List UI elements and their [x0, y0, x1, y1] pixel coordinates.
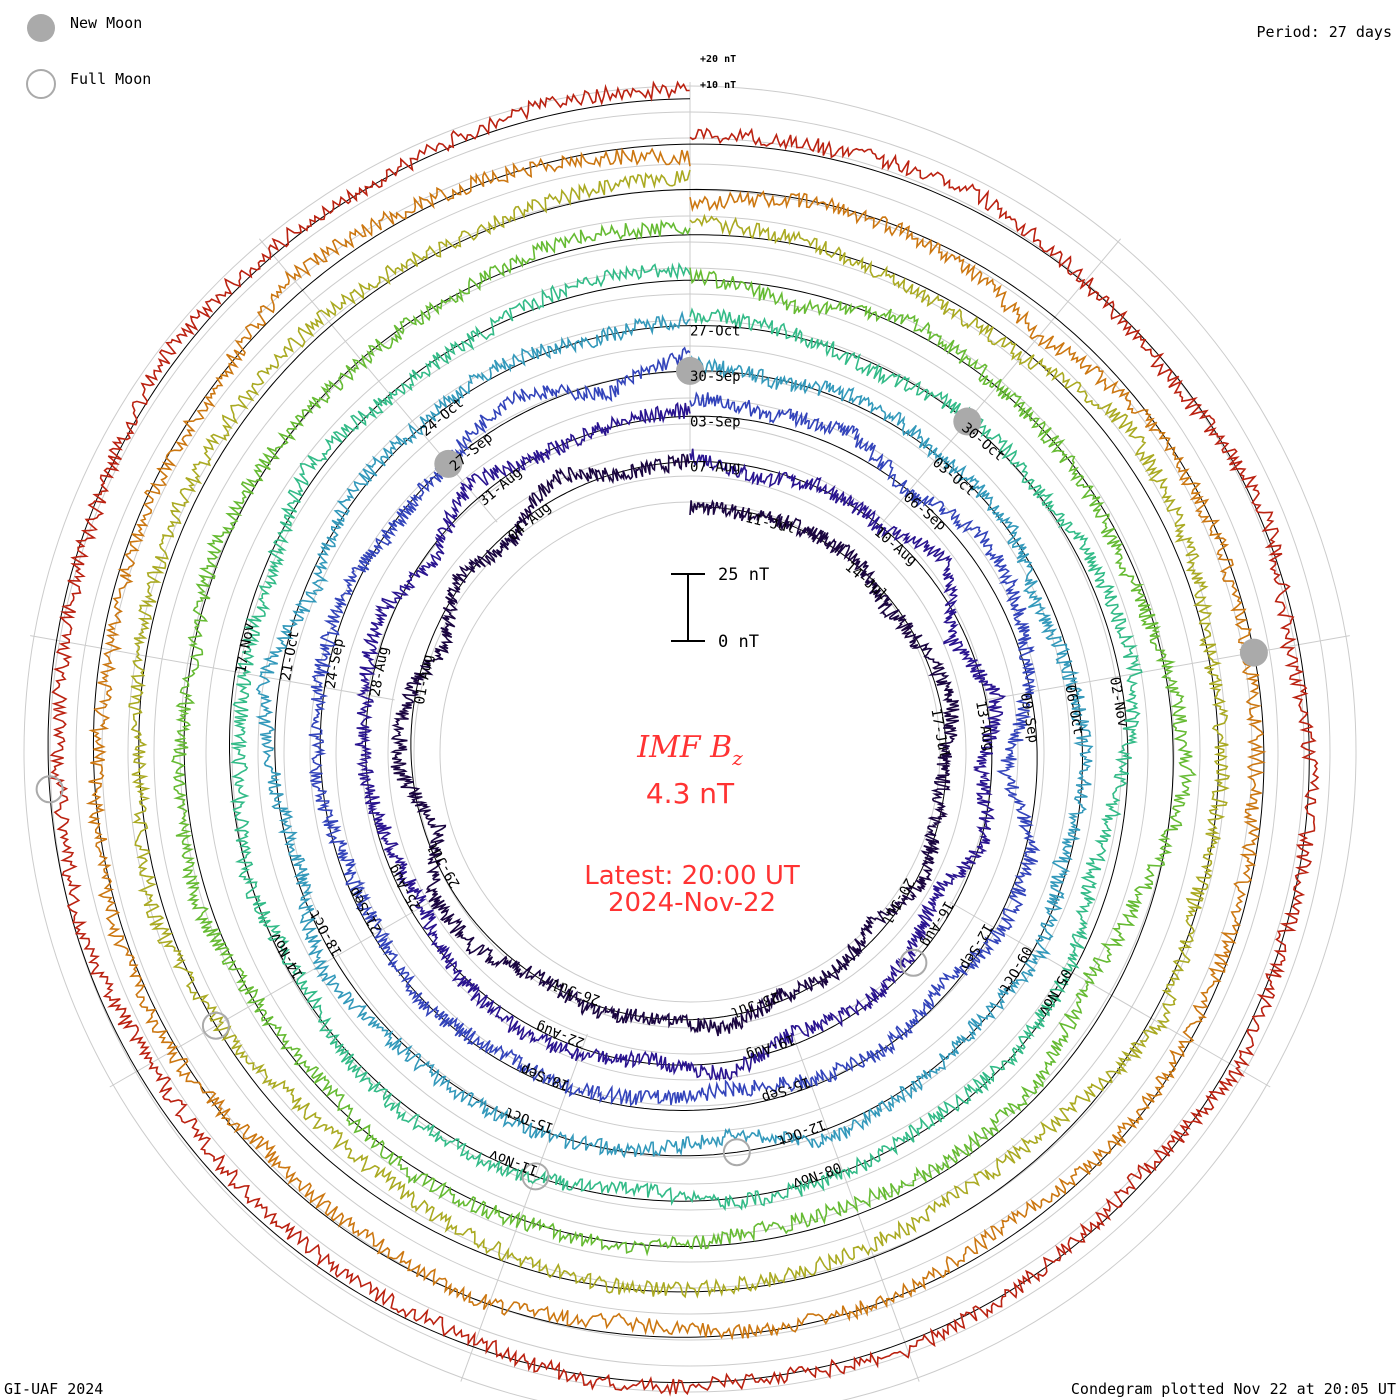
moon-markers	[35, 356, 1268, 1191]
scale-bar-bottom-label: 0 nT	[718, 632, 759, 652]
latest-date: 2024-Nov-22	[608, 888, 776, 918]
new-moon-icon	[27, 14, 55, 42]
footer-left: GI-UAF 2024	[4, 1380, 103, 1398]
date-label: 29-Jul	[425, 839, 464, 891]
series-line	[390, 453, 960, 1037]
grid-spoke	[30, 635, 395, 701]
scale-bar: 25 nT 0 nT	[671, 565, 769, 652]
series-group	[49, 80, 1320, 1397]
date-label: 20-Jul	[878, 875, 917, 927]
new-moon-marker	[1239, 638, 1268, 667]
center-info: IMF Bz 4.3 nT Latest: 20:00 UT 2024-Nov-…	[584, 730, 800, 918]
date-label: 19-Aug	[744, 1031, 797, 1063]
grid-spoke	[882, 238, 1122, 523]
full-moon-marker	[35, 775, 64, 804]
scale-bar-top-label: 25 nT	[718, 565, 769, 585]
series-line	[255, 310, 1094, 1159]
date-label: 15-Oct	[503, 1103, 556, 1135]
legend: New Moon Full Moon	[26, 14, 151, 99]
full-moon-marker	[521, 1162, 550, 1191]
series-line	[229, 261, 1143, 1212]
series-line	[128, 169, 1231, 1299]
current-value: 4.3 nT	[646, 777, 735, 810]
latest-time: Latest: 20:00 UT	[584, 861, 800, 891]
full-moon-marker	[201, 1011, 230, 1040]
baseline-ring	[319, 370, 1038, 1111]
date-label: 30-Sep	[690, 369, 741, 385]
series-line	[354, 401, 1007, 1082]
date-label: 03-Sep	[690, 414, 741, 430]
date-label: 06-Oct	[1061, 684, 1086, 737]
date-label: 01-Aug	[412, 653, 437, 706]
full-moon-marker	[899, 948, 928, 977]
series-line	[308, 346, 1041, 1107]
footer-right: Condegram plotted Nov 22 at 20:05 UT	[1071, 1380, 1396, 1398]
series-line	[170, 219, 1197, 1257]
date-label: 07-Aug	[690, 460, 741, 476]
chart-title-subscript: z	[731, 746, 743, 770]
date-label: 06-Sep	[900, 489, 949, 534]
series-line	[85, 147, 1267, 1341]
date-label: 15-Sep	[759, 1073, 812, 1105]
date-label: 27-Oct	[690, 324, 741, 340]
new-moon-marker	[953, 407, 982, 436]
chart-title: IMF Bz	[636, 730, 743, 770]
date-label: 21-Sep	[346, 884, 385, 936]
date-label: 11-Nov	[487, 1146, 540, 1178]
full-moon-icon	[26, 69, 56, 99]
baseline-ring	[274, 325, 1083, 1157]
legend-new-moon-label: New Moon	[70, 14, 142, 32]
date-label: 18-Sep	[518, 1061, 571, 1093]
grid-ring	[413, 475, 967, 1029]
ref-label-10: +10 nT	[700, 80, 736, 91]
legend-full-moon-label: Full Moon	[70, 70, 151, 88]
period-label: Period: 27 days	[1257, 23, 1392, 41]
reference-labels: +20 nT +10 nT	[700, 54, 736, 91]
grid-spoke	[109, 901, 431, 1088]
date-label: 14-Nov	[268, 929, 307, 981]
grid-ring	[439, 501, 941, 1003]
date-label: 17-Nov	[233, 622, 258, 675]
date-label: 02-Nov	[1106, 676, 1131, 729]
baseline-ring	[138, 189, 1219, 1293]
new-moon-marker	[676, 356, 704, 385]
new-moon-marker	[434, 449, 463, 478]
grid-spoke	[985, 635, 1350, 701]
ref-label-20: +20 nT	[700, 54, 736, 65]
grid-spoke	[258, 238, 498, 523]
series-line	[49, 80, 1320, 1397]
full-moon-marker	[722, 1138, 751, 1167]
